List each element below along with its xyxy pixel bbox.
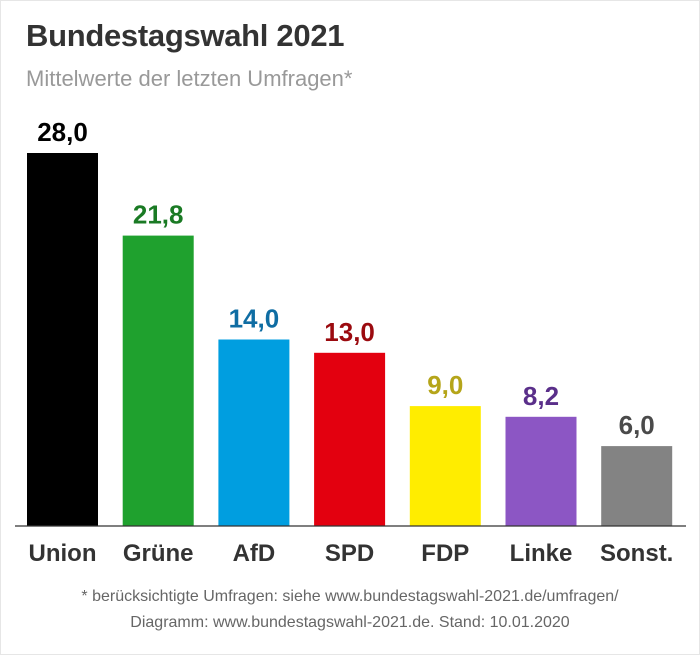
value-label-fdp: 9,0 xyxy=(427,370,463,400)
value-label-sonst: 6,0 xyxy=(619,410,655,440)
category-label-union: Union xyxy=(29,540,97,567)
value-label-union: 28,0 xyxy=(37,117,88,147)
footnote-diagram-credit: Diagramm: www.bundestagswahl-2021.de. St… xyxy=(130,614,570,631)
bar-linke xyxy=(505,416,577,526)
bar-sonst xyxy=(601,446,673,526)
value-label-afd: 14,0 xyxy=(229,304,280,334)
footnote-sources: * berücksichtigte Umfragen: siehe www.bu… xyxy=(81,588,619,605)
value-label-linke: 8,2 xyxy=(523,381,559,411)
category-label-fdp: FDP xyxy=(421,540,469,567)
category-label-gruene: Grüne xyxy=(123,540,194,567)
value-label-spd: 13,0 xyxy=(324,317,375,347)
bar-union xyxy=(27,153,98,526)
bar-gruene xyxy=(122,235,194,526)
value-label-gruene: 21,8 xyxy=(133,200,184,230)
chart-subtitle: Mittelwerte der letzten Umfragen* xyxy=(26,66,353,91)
bar-fdp xyxy=(409,406,481,526)
chart-title: Bundestagswahl 2021 xyxy=(26,18,345,53)
category-label-sonst: Sonst. xyxy=(600,540,673,567)
category-label-spd: SPD xyxy=(325,540,374,567)
bar-afd xyxy=(218,339,290,526)
category-label-linke: Linke xyxy=(510,540,573,567)
bar-spd xyxy=(314,352,386,526)
category-label-afd: AfD xyxy=(233,540,276,567)
